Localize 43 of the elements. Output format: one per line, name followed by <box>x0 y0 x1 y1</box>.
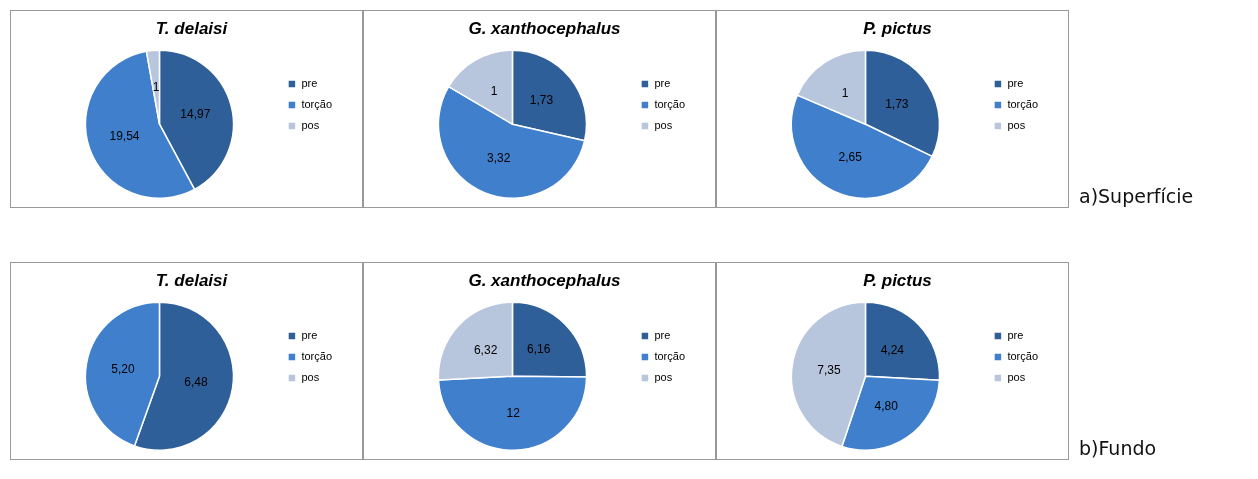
legend-label: pre <box>301 329 318 342</box>
chart-title: G. xanthocephalus <box>468 18 621 38</box>
data-label: 5,20 <box>111 362 135 377</box>
data-label: 2,65 <box>838 150 863 165</box>
legend-label: pos <box>1007 371 1026 384</box>
chart-title: T. delaisi <box>155 18 229 38</box>
legend-label: torção <box>1007 350 1039 363</box>
legend-label: pos <box>301 119 320 132</box>
data-label: 1 <box>841 85 849 100</box>
chart-title: T. delaisi <box>155 270 229 290</box>
data-label: 6,48 <box>184 374 208 389</box>
legend-label: pos <box>301 371 320 384</box>
legend-label: torção <box>301 350 333 363</box>
chart-title: P. pictus <box>863 270 932 290</box>
legend-label: pre <box>654 77 671 90</box>
legend-label: pre <box>1007 329 1024 342</box>
legend-label: pre <box>1007 77 1024 90</box>
legend-label: pre <box>301 77 318 90</box>
data-label: 4,80 <box>874 399 899 414</box>
text: b)Fundo <box>1079 437 1157 459</box>
legend-label: torção <box>654 350 686 363</box>
data-label: 6,16 <box>527 342 551 357</box>
legend-label: torção <box>654 98 686 111</box>
data-label: 14,97 <box>180 107 211 122</box>
chart-title: P. pictus <box>863 18 932 38</box>
data-label: 7,35 <box>817 362 841 377</box>
data-label: 1 <box>490 84 498 99</box>
data-label: 1,73 <box>885 96 909 111</box>
legend-label: pos <box>1007 119 1026 132</box>
data-label: 6,32 <box>473 343 498 358</box>
text: a)Superfície <box>1079 185 1194 207</box>
data-label: 3,32 <box>487 150 511 165</box>
legend-label: pos <box>654 371 673 384</box>
legend-label: pos <box>654 119 673 132</box>
legend-label: torção <box>301 98 333 111</box>
chart-title: G. xanthocephalus <box>468 270 621 290</box>
data-label: 4,24 <box>880 343 905 358</box>
data-label: 19,54 <box>109 128 140 143</box>
data-label: 12 <box>506 405 521 420</box>
data-label: 1,73 <box>529 93 554 108</box>
legend-label: torção <box>1007 98 1039 111</box>
data-label: 1 <box>152 79 160 94</box>
legend-label: pre <box>654 329 671 342</box>
